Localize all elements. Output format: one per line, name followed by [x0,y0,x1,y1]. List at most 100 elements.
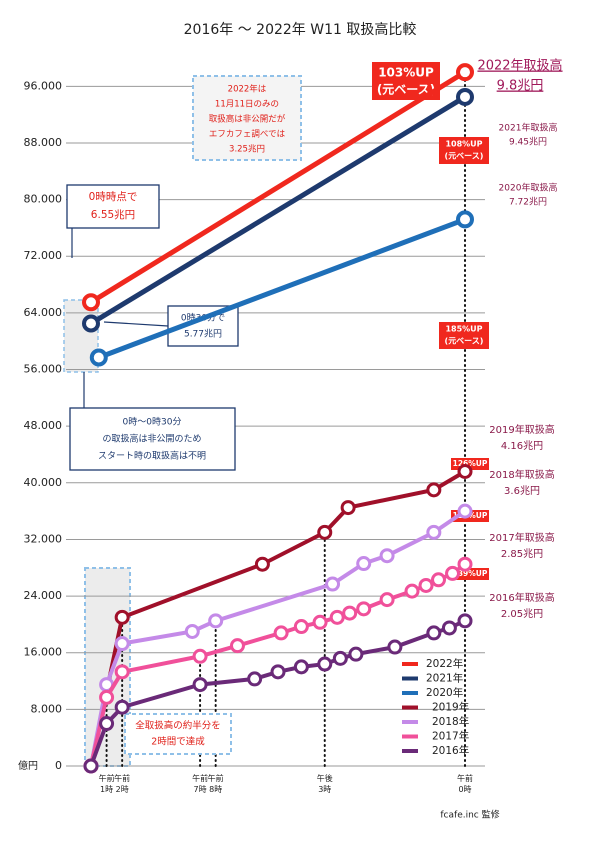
data-point [82,293,100,312]
y-tick-label: 48.000 [24,419,63,432]
credit: fcafe.inc 監修 [440,809,499,821]
data-point [431,572,447,588]
data-point [379,548,395,564]
data-point [329,609,345,625]
data-point [457,503,473,519]
y-tick-label: 8.000 [31,702,63,715]
series-line [89,70,467,305]
data-point [340,500,356,516]
data-point [273,625,289,641]
y-tick-label: 88.000 [24,136,63,149]
annotation-text: スタート時の取扱高は不明 [98,450,206,462]
legend-label: 2019年 [432,701,469,714]
legend-label: 2017年 [432,730,469,743]
data-point [356,601,372,617]
x-tick-label: 午前 8時 [208,773,224,794]
annotation-box [192,75,302,161]
series-line [89,94,467,326]
data-point [456,210,474,229]
data-point [114,699,130,715]
legend-label: 2018年 [432,715,469,728]
annotation-text: 3.6兆円 [504,485,540,497]
y-tick-label: 72.000 [24,249,63,262]
plot [82,63,474,774]
y-tick-label: 56.000 [24,363,63,376]
annotation-text: 2時間で達成 [151,736,205,748]
annotation-box [124,713,232,755]
annotation-text: 全取扱高の約半分を [135,720,221,732]
y-tick-label: 32.000 [24,532,63,545]
data-point [270,664,286,680]
data-point [342,605,358,621]
series-line [89,509,467,767]
x-tick-label: 午前 0時 [457,773,473,794]
data-point [317,524,333,540]
data-point [348,646,364,662]
x-tick-label: 午前 1時 [99,773,115,794]
chart-title: 2016年 〜 2022年 W11 取扱高比較 [184,21,417,38]
data-point [83,758,99,774]
annotation-text: 0時時点で [89,191,138,203]
annotations: 103%UP (元ベース) 2022年取扱高 9.8兆円 2021年取扱高 9.45兆円 2… [66,58,563,755]
y-tick-label: 16.000 [24,646,63,659]
data-point [457,463,473,479]
annotation-text: 11月11日のみの [215,100,279,110]
data-point [426,625,442,641]
data-point [457,613,473,629]
annotation-text: 185%UP [445,325,482,334]
data-point [247,671,263,687]
data-point [114,636,130,652]
data-point [441,620,457,636]
annotation-text: 9.45兆円 [509,137,547,148]
annotation-text: 4.16兆円 [501,440,543,452]
data-point [445,565,461,581]
data-point [184,623,200,639]
annotation-text: 2.05兆円 [501,608,543,620]
data-point [192,648,208,664]
y-tick-label: 64.000 [24,306,63,319]
annotation-box [439,322,489,349]
annotation-text: 2.85兆円 [501,548,543,560]
y-tick-label: 0 [55,759,62,772]
data-point [293,659,309,675]
data-point [192,677,208,693]
data-point [356,556,372,572]
annotation-text: の取扱高は非公開のため [102,433,201,445]
legend-label: 2021年 [426,672,463,685]
annotation-box [69,407,236,471]
annotation-text: 103%UP [378,66,434,80]
data-point [229,638,245,654]
annotation-text: 2017年取扱高 [489,531,554,544]
data-point [456,87,474,106]
annotation-box [439,137,489,164]
annotation-text: 0時〜0時30分 [123,417,182,428]
pointer [103,321,169,327]
annotation-text: (元ベース) [445,152,484,161]
annotation-text: エフカフェ調べでは [209,129,286,140]
data-point [456,63,474,82]
data-point [457,556,473,572]
data-point [82,314,100,333]
legend-label: 2016年 [432,744,469,757]
annotation-text: (元ベース) [377,83,435,97]
data-point [404,583,420,599]
x-tick-label: 午後 3時 [317,773,333,794]
annotation-box [66,184,160,229]
annotation-text: 139%UP [453,569,488,578]
y-tick-label: 80.000 [24,193,63,206]
data-point [89,348,108,367]
annotation-text: 108%UP [445,140,482,149]
series-line [97,217,466,360]
y-tick-label: 96.000 [24,79,63,92]
data-point [208,613,224,629]
annotation-text: 3.25兆円 [229,144,265,155]
annotation-text: 2022年は [228,84,267,95]
y-tick-label: 40.000 [24,476,63,489]
annotation-text: 7.72兆円 [509,197,547,208]
annotation-text: 2019年取扱高 [489,423,554,436]
annotation-text: 2022年取扱高 [477,58,562,74]
annotation-text: 取扱高は非公開だが [209,114,286,125]
